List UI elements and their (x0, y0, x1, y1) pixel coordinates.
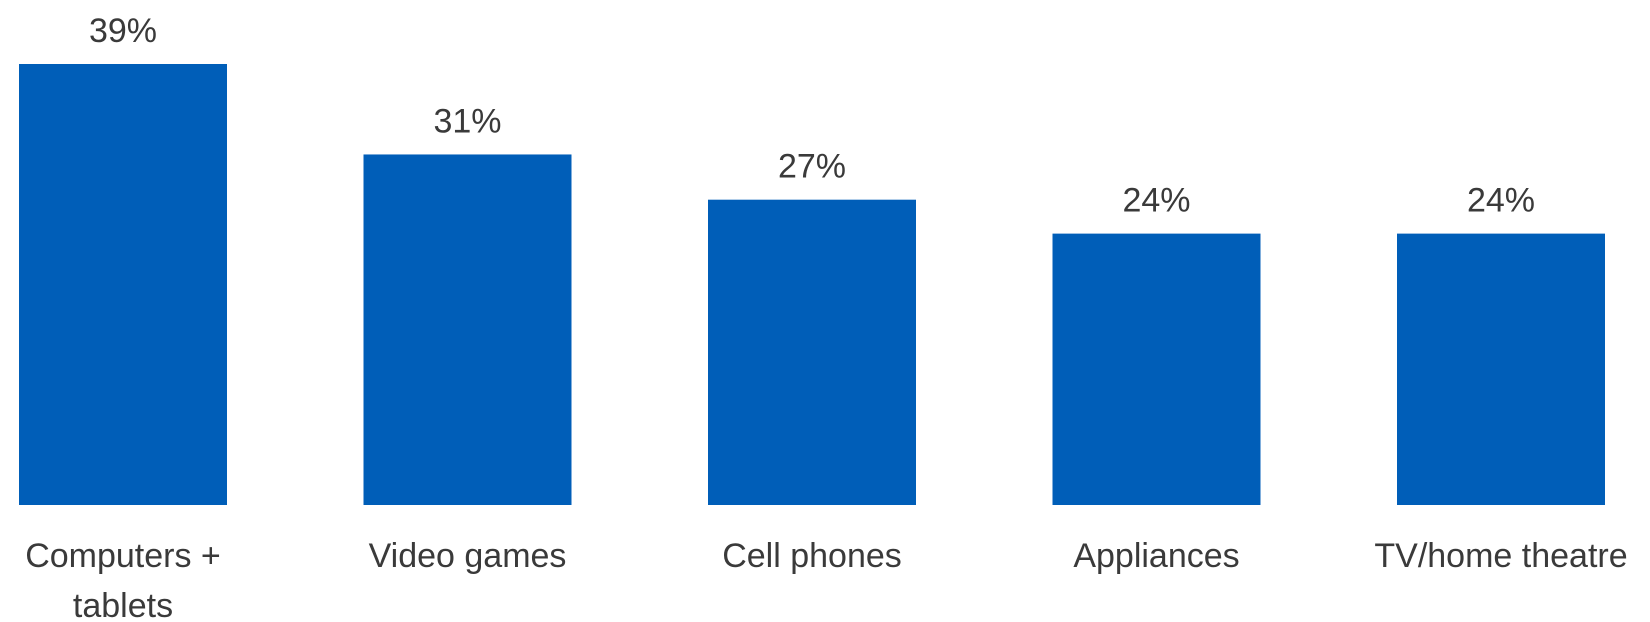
bar-0 (19, 64, 227, 505)
bar-2 (708, 199, 916, 505)
value-label-1: 31% (433, 102, 501, 140)
category-label-0-line-1: tablets (73, 587, 173, 622)
category-label-4: TV/home theatre (1374, 537, 1627, 575)
bar-3 (1052, 233, 1261, 505)
bar-4 (1397, 233, 1605, 505)
value-label-0: 39% (89, 12, 157, 50)
value-label-2: 27% (778, 148, 846, 186)
category-label-2: Cell phones (722, 537, 902, 575)
bar-1 (363, 154, 572, 505)
value-label-4: 24% (1467, 182, 1535, 220)
value-label-3: 24% (1122, 182, 1190, 220)
category-label-3: Appliances (1073, 537, 1239, 575)
category-label-1: Video games (369, 537, 567, 575)
category-label-0-line-0: Computers + (25, 537, 221, 575)
